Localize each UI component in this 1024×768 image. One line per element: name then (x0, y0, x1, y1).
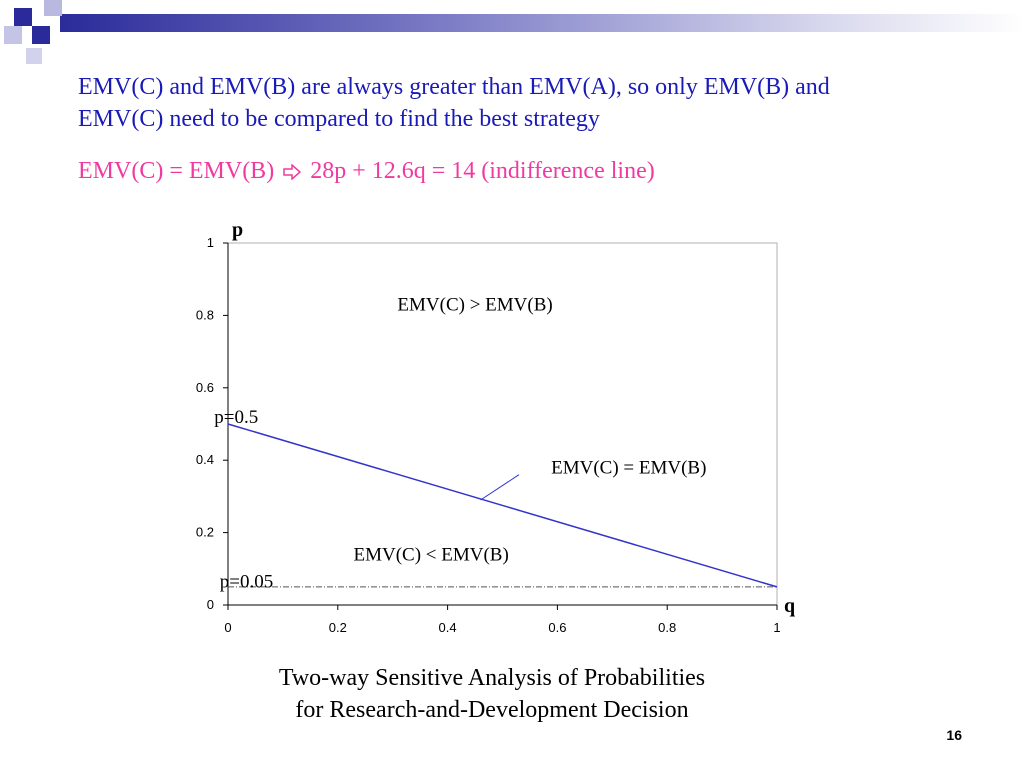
right-arrow-icon (283, 157, 302, 189)
annotation-label: EMV(C) = EMV(B) (551, 457, 706, 478)
corner-square-1 (14, 8, 32, 26)
formula-right: 28p + 12.6q = 14 (indifference line) (310, 158, 655, 184)
x-tick-label: 0 (224, 620, 231, 635)
annotation-label: p=0.5 (214, 407, 258, 428)
x-tick-label: 0.6 (548, 620, 566, 635)
y-axis-label: p (232, 219, 243, 241)
y-tick-label: 0 (207, 597, 214, 612)
body-text-line-1: EMV(C) and EMV(B) are always greater tha… (78, 74, 830, 100)
caption-line-2: for Research-and-Development Decision (295, 697, 689, 723)
body-text-line-2: EMV(C) need to be compared to find the b… (78, 106, 600, 132)
formula-left: EMV(C) = EMV(B) (78, 158, 275, 184)
corner-square-2 (32, 26, 50, 44)
title-bar-gradient (60, 14, 1024, 32)
annotation-label: p=0.05 (220, 571, 273, 592)
x-tick-label: 0.8 (658, 620, 676, 635)
x-tick-label: 0.2 (329, 620, 347, 635)
corner-square-5 (26, 48, 42, 64)
annotation-label: EMV(C) > EMV(B) (397, 295, 552, 316)
x-tick-label: 1 (773, 620, 780, 635)
indifference-line (227, 423, 778, 588)
y-tick-label: 0.8 (196, 307, 214, 322)
x-axis-label: q (784, 595, 795, 617)
y-tick-label: 0.4 (196, 452, 214, 467)
page-number: 16 (946, 727, 962, 743)
y-tick-label: 0.6 (196, 380, 214, 395)
y-tick-label: 1 (207, 235, 214, 250)
caption-line-1: Two-way Sensitive Analysis of Probabilit… (278, 665, 706, 691)
formula-line: EMV(C) = EMV(B) 28p + 12.6q = 14 (indiff… (78, 155, 655, 187)
y-tick-label: 0.2 (196, 525, 214, 540)
chart-caption: Two-way Sensitive Analysis of Probabilit… (0, 662, 984, 726)
corner-square-3 (44, 0, 62, 16)
corner-square-4 (4, 26, 22, 44)
annotation-label: EMV(C) < EMV(B) (353, 544, 508, 565)
body-text: EMV(C) and EMV(B) are always greater tha… (78, 71, 830, 135)
annotation-pointer (480, 474, 520, 501)
x-tick-label: 0.4 (439, 620, 457, 635)
